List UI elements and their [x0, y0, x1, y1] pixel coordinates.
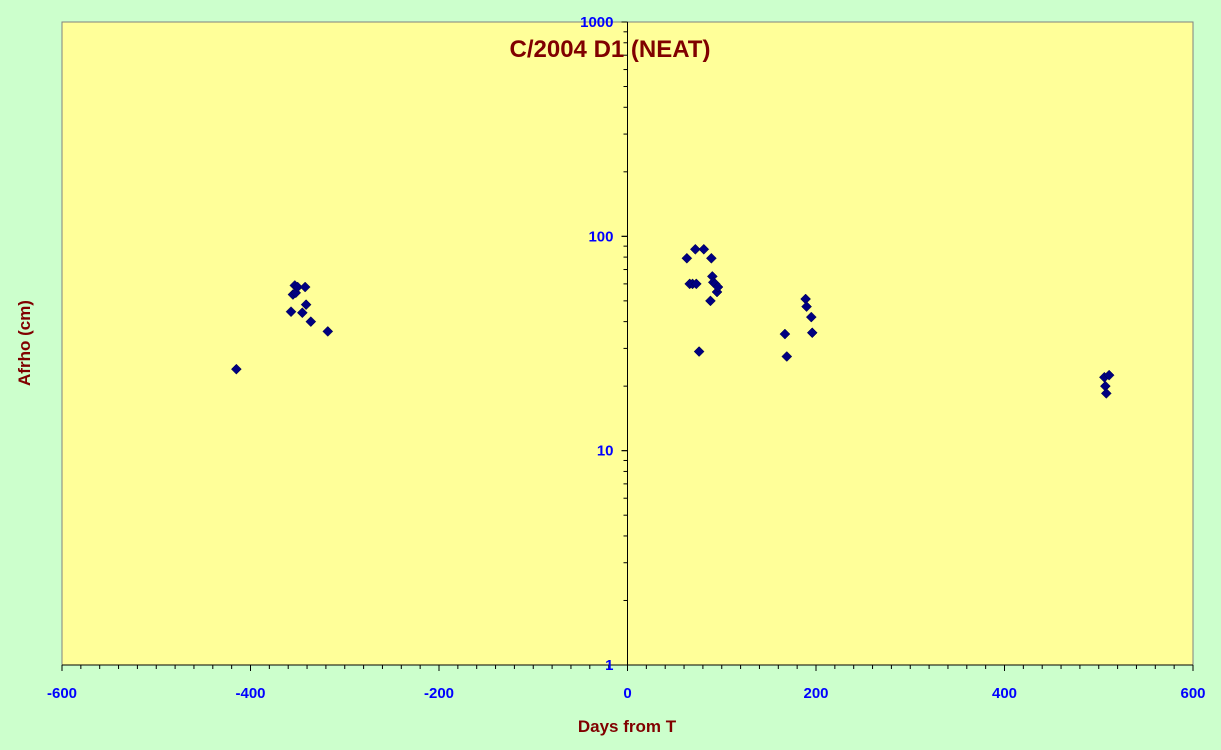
data-point: [801, 301, 812, 312]
chart-title: C/2004 D1 (NEAT): [510, 36, 711, 63]
y-tick-label: 1000: [580, 14, 613, 31]
x-tick-label: -600: [47, 685, 77, 702]
minor-ticks: [61, 21, 1194, 671]
data-point: [706, 252, 717, 264]
x-tick-label: 600: [1180, 685, 1205, 702]
data-point: [296, 307, 308, 319]
data-point: [231, 363, 242, 375]
data-points: [231, 243, 1115, 399]
data-point: [806, 327, 818, 339]
data-point: [681, 252, 693, 264]
x-axis-title: Days from T: [578, 717, 677, 736]
data-point: [1100, 388, 1112, 399]
data-point: [290, 287, 302, 299]
x-tick-labels: -600 -400 -200 0 200 400 600: [47, 685, 1206, 702]
data-point: [292, 281, 303, 293]
x-tick-label: 200: [803, 685, 828, 702]
x-tick-label: -400: [235, 685, 265, 702]
x-tick-label: 0: [623, 685, 631, 702]
y-tick-label: 100: [588, 228, 613, 245]
data-point: [705, 295, 716, 307]
y-tick-label: 1: [605, 657, 613, 674]
data-point: [299, 281, 311, 293]
data-point: [690, 243, 701, 255]
data-point: [300, 299, 312, 311]
data-point: [1103, 369, 1115, 381]
y-tick-labels: 1 10 100 1000: [580, 14, 613, 674]
x-tick-label: -200: [424, 685, 454, 702]
y-tick-label: 10: [597, 443, 614, 460]
data-point: [712, 281, 724, 293]
data-point: [805, 311, 817, 323]
data-point: [305, 316, 317, 327]
data-point: [322, 326, 334, 337]
x-tick-label: 400: [992, 685, 1017, 702]
data-point: [690, 278, 702, 290]
data-point: [693, 346, 705, 357]
data-point: [779, 328, 791, 340]
data-point: [285, 306, 297, 318]
y-axis-title: Afrho (cm): [15, 300, 34, 386]
data-point: [781, 351, 793, 362]
data-point: [698, 243, 710, 255]
